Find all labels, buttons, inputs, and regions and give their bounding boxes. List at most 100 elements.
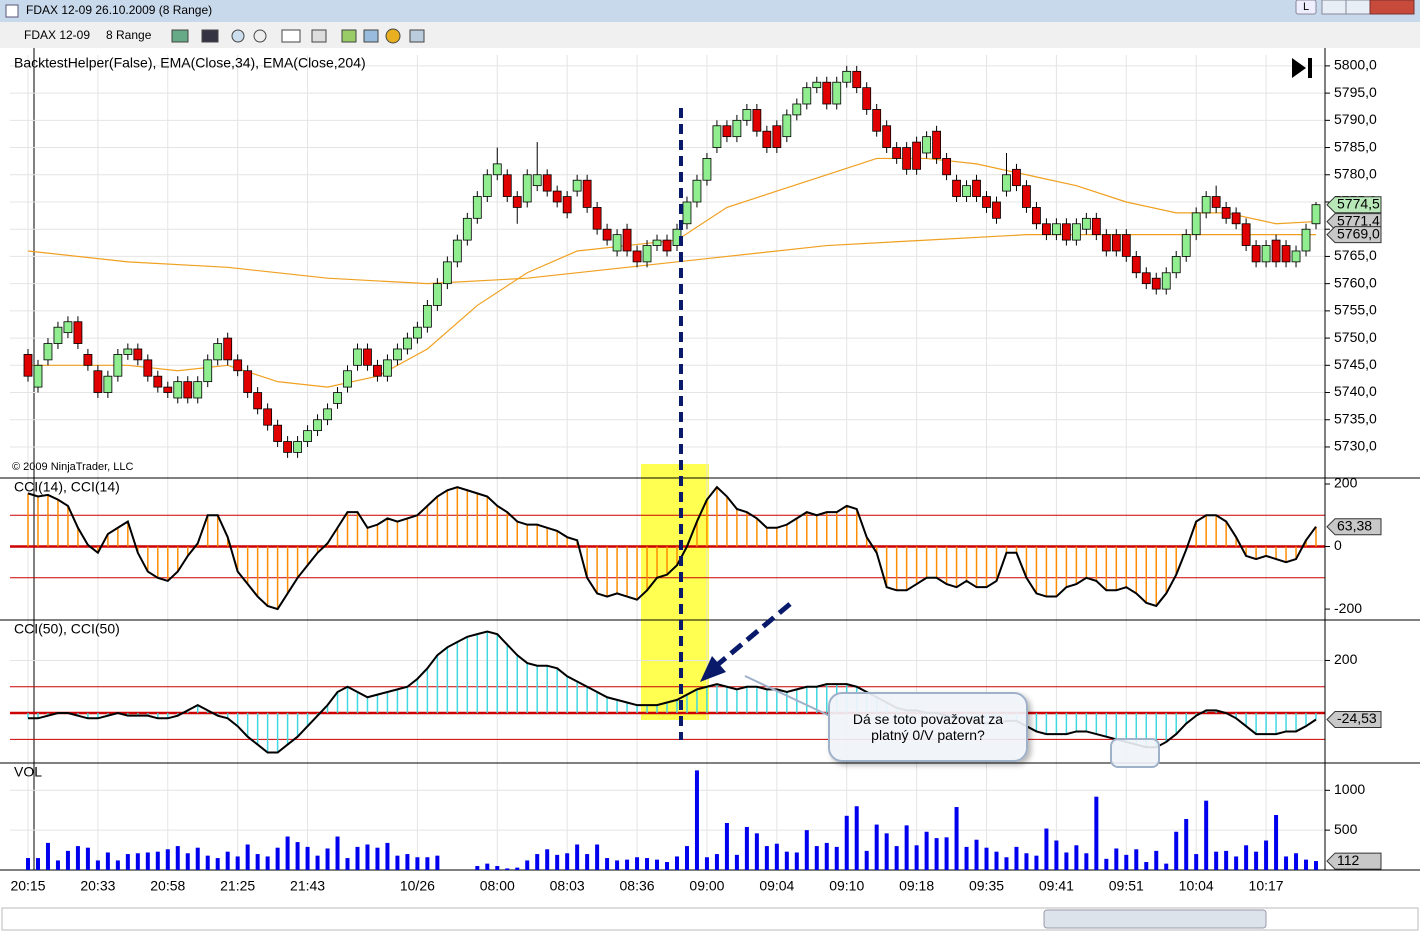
volume-bar xyxy=(815,846,819,870)
volume-bar xyxy=(1034,856,1038,870)
candle-body xyxy=(244,371,252,393)
volume-bar xyxy=(1284,856,1288,870)
maximize-button[interactable] xyxy=(1346,0,1370,14)
price-marker-label: 112 xyxy=(1337,852,1360,868)
volume-bar xyxy=(1264,841,1268,870)
minimize-button[interactable] xyxy=(1322,0,1346,14)
volume-bar xyxy=(226,852,230,870)
candle-body xyxy=(1112,235,1120,251)
price-marker-label: -24,53 xyxy=(1337,710,1377,726)
candle-body xyxy=(114,354,122,376)
candle-body xyxy=(523,175,531,202)
volume-bar xyxy=(1194,854,1198,870)
volume-bar xyxy=(1204,801,1208,870)
candle-body xyxy=(1032,207,1040,223)
candle-body xyxy=(823,82,831,104)
volume-bar xyxy=(795,852,799,870)
candle-body xyxy=(94,371,102,393)
x-tick-label: 09:41 xyxy=(1039,878,1074,894)
candle-body xyxy=(853,71,861,87)
volume-bar xyxy=(435,856,439,870)
volume-bar xyxy=(1314,861,1318,870)
volume-bar xyxy=(1254,852,1258,870)
volume-bar xyxy=(735,855,739,870)
x-tick-label: 20:15 xyxy=(10,878,45,894)
y-tick-label: 5790,0 xyxy=(1334,111,1377,127)
candle-body xyxy=(294,442,302,453)
scrollbar-thumb[interactable] xyxy=(1044,910,1266,928)
indicator-icon[interactable] xyxy=(364,30,378,42)
volume-bar xyxy=(875,825,879,870)
draw-icon[interactable] xyxy=(202,30,218,42)
close-button[interactable] xyxy=(1370,0,1414,14)
volume-bar xyxy=(365,844,369,870)
y-tick-label: 5785,0 xyxy=(1334,138,1377,154)
volume-bar xyxy=(76,846,80,870)
app-icon xyxy=(6,5,18,17)
volume-bar xyxy=(1164,864,1168,870)
volume-bar xyxy=(1234,856,1238,870)
candle-body xyxy=(144,360,152,376)
candle-body xyxy=(843,71,851,82)
zoom-in-icon[interactable] xyxy=(232,30,244,42)
volume-bar xyxy=(635,857,639,870)
volume-bar xyxy=(326,848,330,870)
candle-body xyxy=(963,186,971,197)
price-marker-label: 5769,0 xyxy=(1337,225,1380,241)
candle-body xyxy=(803,88,811,104)
candle-body xyxy=(723,126,731,137)
candle-body xyxy=(24,354,32,376)
candle-body xyxy=(373,365,381,376)
candle-body xyxy=(54,327,62,343)
volume-bar xyxy=(885,833,889,870)
volume-bar xyxy=(1104,859,1108,870)
title-bar xyxy=(0,0,1420,22)
candle-body xyxy=(573,180,581,191)
volume-bar xyxy=(865,851,869,870)
volume-bar xyxy=(935,838,939,870)
crosshair-icon[interactable] xyxy=(282,30,300,42)
volume-bar xyxy=(1084,853,1088,870)
x-tick-label: 08:00 xyxy=(480,878,515,894)
candle-body xyxy=(553,191,561,202)
strategy-icon[interactable] xyxy=(342,30,356,42)
bar-type-icon[interactable] xyxy=(172,30,188,42)
candle-body xyxy=(943,158,951,174)
period-selector[interactable]: 8 Range xyxy=(106,28,152,42)
volume-bar xyxy=(625,860,629,870)
y-tick-label: 5755,0 xyxy=(1334,302,1377,318)
volume-bar xyxy=(1174,832,1178,870)
candle-body xyxy=(1212,197,1220,208)
candle-body xyxy=(64,322,72,333)
x-tick-label: 20:33 xyxy=(80,878,115,894)
properties-icon[interactable] xyxy=(312,30,326,42)
volume-bar xyxy=(1124,855,1128,870)
candle-body xyxy=(503,175,511,197)
zoom-out-icon[interactable] xyxy=(254,30,266,42)
candle-body xyxy=(344,371,352,387)
data-box-icon[interactable] xyxy=(410,30,424,42)
volume-bar xyxy=(296,842,300,870)
candle-body xyxy=(134,349,142,360)
volume-bar xyxy=(505,868,509,870)
candle-body xyxy=(923,137,931,153)
volume-bar xyxy=(256,854,260,870)
price-marker-label: 5774,5 xyxy=(1337,195,1380,211)
volume-bar xyxy=(585,854,589,870)
candle-body xyxy=(174,382,182,398)
y-tick-label: 5795,0 xyxy=(1334,84,1377,100)
l-button-label[interactable]: L xyxy=(1303,1,1309,13)
volume-bar xyxy=(685,846,689,870)
volume-bar xyxy=(1214,852,1218,870)
money-icon[interactable] xyxy=(386,29,400,43)
volume-bar xyxy=(1144,862,1148,870)
volume-bar xyxy=(845,816,849,870)
candle-body xyxy=(1082,218,1090,229)
y-tick-label: -200 xyxy=(1334,600,1362,616)
volume-bar xyxy=(595,844,599,870)
candle-body xyxy=(1302,229,1310,251)
instrument-selector[interactable]: FDAX 12-09 xyxy=(24,28,90,42)
volume-bar xyxy=(745,827,749,870)
candle-body xyxy=(833,82,841,104)
